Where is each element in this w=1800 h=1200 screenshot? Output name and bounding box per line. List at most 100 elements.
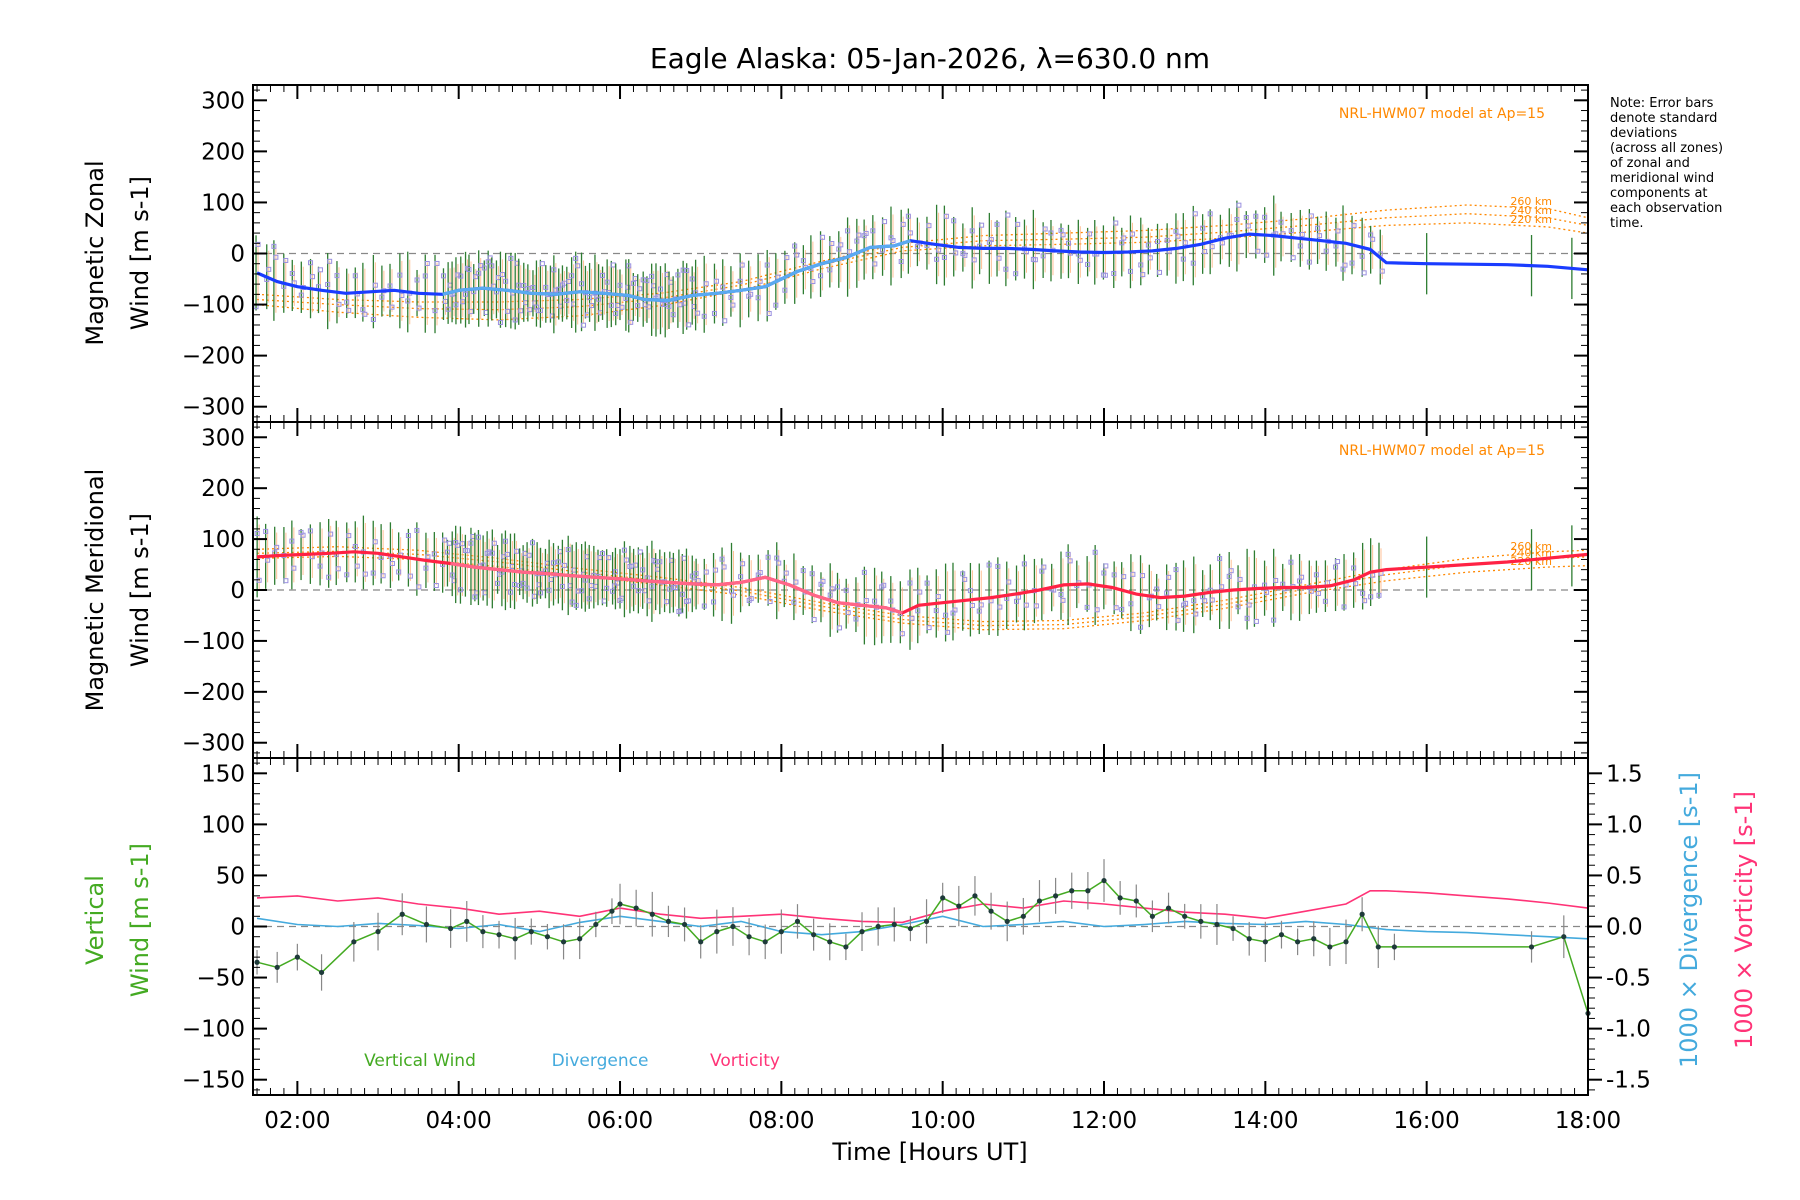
scatter-point bbox=[926, 223, 932, 229]
scatter-point bbox=[1154, 586, 1160, 592]
scatter-point bbox=[1368, 594, 1374, 600]
vertical-wind-point bbox=[633, 905, 639, 911]
scatter-point bbox=[416, 584, 422, 590]
scatter-point bbox=[346, 533, 352, 539]
scatter-point bbox=[1235, 604, 1241, 610]
scatter-point bbox=[845, 228, 851, 234]
vertical-wind-point bbox=[1214, 921, 1220, 928]
meridional-ylabel-line2: Wind [m s-1] bbox=[126, 513, 154, 667]
scatter-point bbox=[1183, 600, 1189, 606]
scatter-point bbox=[776, 560, 782, 566]
scatter-point bbox=[431, 551, 437, 557]
scatter-point bbox=[1015, 221, 1021, 227]
scatter-point bbox=[1360, 590, 1366, 596]
scatter-point bbox=[863, 230, 869, 236]
panel-vertical: 1.5 1.0 0.5 0.0 -0.5 -1.0 -1.5 150 100 50 0 −50 −100… bbox=[182, 757, 1651, 1096]
scatter-point bbox=[1173, 567, 1179, 573]
scatter-point bbox=[1175, 617, 1181, 623]
vertical-wind-point bbox=[496, 932, 502, 938]
scatter-point bbox=[1317, 233, 1323, 239]
scatter-point bbox=[507, 589, 513, 595]
vertical-wind-point bbox=[1036, 898, 1043, 904]
scatter-point bbox=[649, 583, 655, 589]
scatter-point bbox=[773, 302, 779, 308]
scatter-point bbox=[1353, 581, 1359, 587]
scatter-point bbox=[703, 281, 709, 287]
scatter-point bbox=[711, 599, 717, 605]
vertical-wind-point bbox=[730, 923, 736, 930]
scatter-point bbox=[397, 272, 403, 278]
y-tick-label: 0 bbox=[230, 578, 245, 604]
scatter-point bbox=[933, 608, 939, 614]
scatter-point bbox=[907, 230, 913, 236]
zonal-model-label: NRL-HWM07 model at Ap=15 bbox=[1339, 106, 1545, 122]
scatter-point bbox=[945, 629, 951, 635]
scatter-point bbox=[971, 257, 977, 263]
scatter-point bbox=[1379, 268, 1385, 274]
vertical-wind-point bbox=[714, 929, 720, 935]
scatter-point bbox=[748, 596, 754, 602]
scatter-point bbox=[1207, 211, 1213, 217]
scatter-point bbox=[730, 592, 736, 598]
scatter-point bbox=[1349, 260, 1355, 266]
scatter-point bbox=[962, 576, 968, 582]
scatter-point bbox=[564, 297, 570, 303]
scatter-point bbox=[888, 598, 894, 604]
scatter-point bbox=[1065, 240, 1071, 246]
scatter-point bbox=[1067, 558, 1073, 564]
scatter-point bbox=[1200, 225, 1206, 231]
y-tick-label: −100 bbox=[182, 629, 245, 655]
scatter-point bbox=[497, 320, 503, 326]
scatter-point bbox=[1166, 574, 1172, 580]
vertical-wind-point bbox=[1278, 932, 1285, 938]
scatter-point bbox=[464, 548, 470, 554]
scatter-point bbox=[845, 610, 851, 616]
scatter-point bbox=[307, 528, 313, 534]
zonal-ylabel: Magnetic Zonal Wind [m s-1] bbox=[81, 160, 154, 345]
scatter-point bbox=[670, 312, 676, 318]
vertical-wind-point bbox=[1528, 944, 1535, 950]
scatter-point bbox=[657, 559, 663, 565]
scatter-point bbox=[782, 287, 788, 293]
scatter-point bbox=[1087, 231, 1093, 237]
scatter-point bbox=[546, 587, 552, 593]
scatter-point bbox=[1060, 232, 1066, 238]
scatter-point bbox=[1147, 255, 1153, 261]
scatter-point bbox=[360, 307, 366, 313]
scatter-point bbox=[684, 268, 690, 274]
scatter-point bbox=[1370, 236, 1376, 242]
vertical-wind-point bbox=[254, 959, 260, 965]
scatter-point bbox=[767, 599, 773, 605]
scatter-point bbox=[794, 252, 800, 258]
scatter-point bbox=[1077, 257, 1083, 263]
scatter-point bbox=[635, 588, 641, 594]
vertical-wind-point bbox=[1182, 913, 1188, 919]
vertical-wind-point bbox=[351, 939, 357, 945]
scatter-point bbox=[838, 242, 844, 248]
scatter-point bbox=[1361, 270, 1367, 276]
scatter-point bbox=[854, 238, 860, 244]
scatter-point bbox=[1255, 248, 1261, 254]
scatter-point bbox=[1193, 611, 1199, 617]
scatter-point bbox=[1290, 255, 1296, 261]
scatter-point bbox=[298, 292, 304, 298]
scatter-point bbox=[1101, 570, 1107, 576]
x-tick-label: 08:00 bbox=[748, 1108, 814, 1134]
scatter-point bbox=[396, 569, 402, 575]
scatter-point bbox=[994, 221, 1000, 227]
note-line: each observation bbox=[1610, 201, 1722, 216]
scatter-point bbox=[266, 266, 272, 272]
scatter-point bbox=[1164, 590, 1170, 596]
scatter-point bbox=[1299, 231, 1305, 237]
scatter-point bbox=[606, 555, 612, 561]
scatter-point bbox=[263, 528, 269, 534]
scatter-point bbox=[1041, 564, 1047, 570]
scatter-point bbox=[1006, 579, 1012, 585]
vertical-wind-point bbox=[794, 918, 801, 924]
vertical-wind-point bbox=[1295, 939, 1301, 945]
scatter-point bbox=[978, 602, 984, 608]
scatter-point bbox=[283, 578, 289, 584]
model-curve-220km bbox=[256, 222, 1589, 321]
scatter-point bbox=[489, 263, 495, 269]
scatter-point bbox=[1156, 604, 1162, 610]
